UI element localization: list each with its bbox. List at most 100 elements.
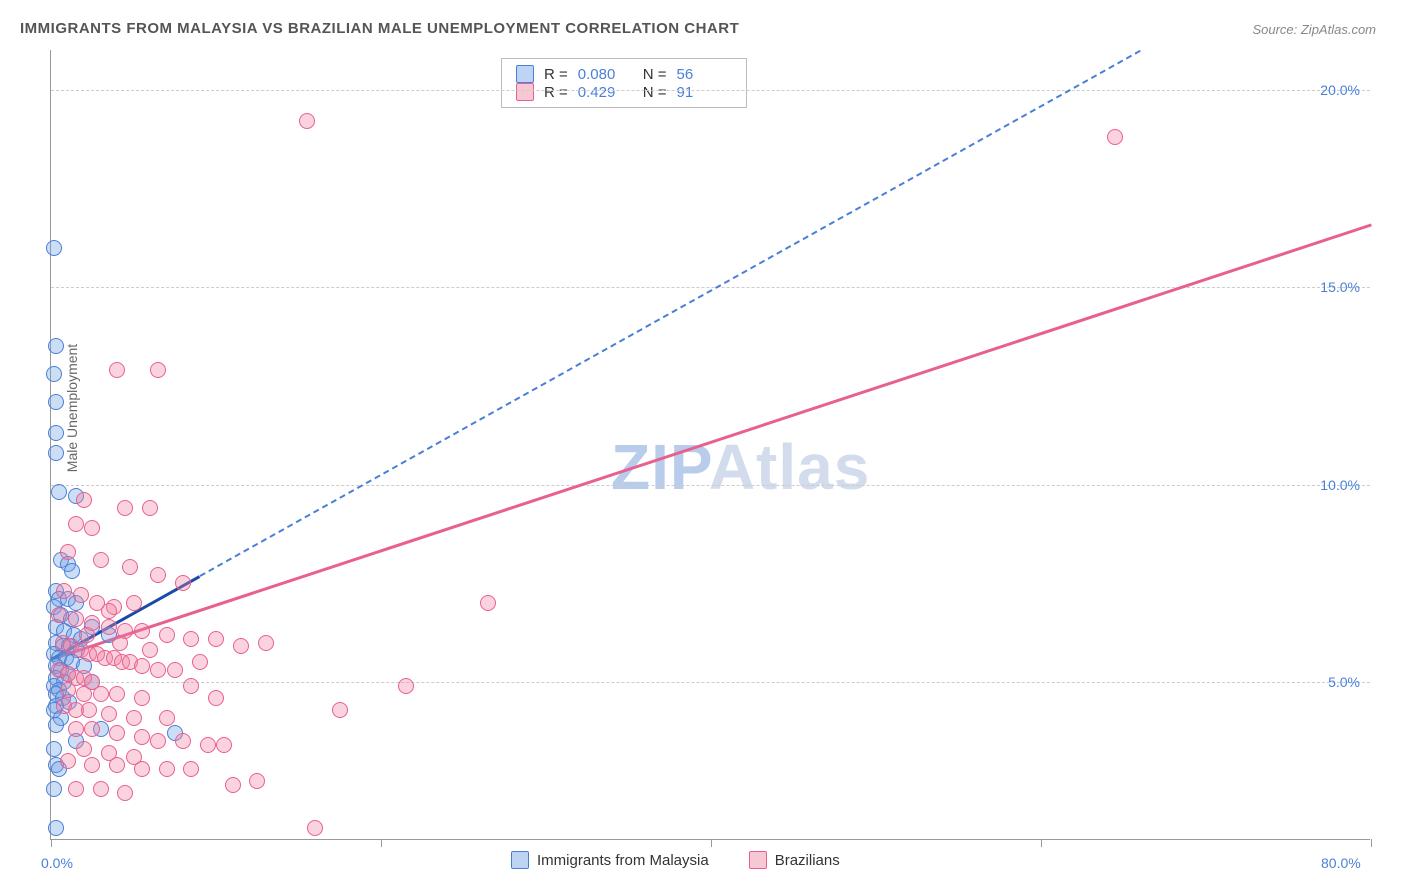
x-tick-mark xyxy=(381,839,382,847)
data-point xyxy=(159,627,175,643)
data-point xyxy=(112,635,128,651)
data-point xyxy=(208,631,224,647)
x-tick-label: 0.0% xyxy=(41,855,73,871)
gridline xyxy=(51,682,1370,683)
data-point xyxy=(68,721,84,737)
data-point xyxy=(60,682,76,698)
data-point xyxy=(76,741,92,757)
data-point xyxy=(307,820,323,836)
data-point xyxy=(200,737,216,753)
data-point xyxy=(183,678,199,694)
data-point xyxy=(84,520,100,536)
data-point xyxy=(150,662,166,678)
data-point xyxy=(126,710,142,726)
data-point xyxy=(1107,129,1123,145)
data-point xyxy=(216,737,232,753)
x-tick-label: 80.0% xyxy=(1321,855,1361,871)
legend-item-malaysia: Immigrants from Malaysia xyxy=(511,851,709,869)
swatch-blue xyxy=(511,851,529,869)
swatch-pink xyxy=(516,83,534,101)
data-point xyxy=(134,761,150,777)
data-point xyxy=(134,690,150,706)
x-tick-mark xyxy=(1371,839,1372,847)
legend-n-label: N = xyxy=(643,84,667,101)
data-point xyxy=(258,635,274,651)
data-point xyxy=(101,706,117,722)
data-point xyxy=(109,686,125,702)
data-point xyxy=(46,366,62,382)
data-point xyxy=(109,725,125,741)
data-point xyxy=(68,781,84,797)
data-point xyxy=(175,575,191,591)
data-point xyxy=(48,394,64,410)
data-point xyxy=(48,425,64,441)
data-point xyxy=(84,757,100,773)
legend-n-label: N = xyxy=(643,66,667,83)
data-point xyxy=(175,733,191,749)
data-point xyxy=(150,362,166,378)
data-point xyxy=(398,678,414,694)
data-point xyxy=(183,631,199,647)
y-tick-label: 20.0% xyxy=(1320,82,1360,98)
data-point xyxy=(56,583,72,599)
data-point xyxy=(208,690,224,706)
legend-label-malaysia: Immigrants from Malaysia xyxy=(537,852,709,869)
data-point xyxy=(68,516,84,532)
data-point xyxy=(480,595,496,611)
scatter-chart: ZIPAtlas R = 0.080 N = 56 R = 0.429 N = … xyxy=(50,50,1370,840)
correlation-legend: R = 0.080 N = 56 R = 0.429 N = 91 xyxy=(501,58,747,108)
data-point xyxy=(142,642,158,658)
data-point xyxy=(64,563,80,579)
data-point xyxy=(84,721,100,737)
data-point xyxy=(142,500,158,516)
data-point xyxy=(122,559,138,575)
data-point xyxy=(48,820,64,836)
data-point xyxy=(93,552,109,568)
legend-label-brazilians: Brazilians xyxy=(775,852,840,869)
legend-row-malaysia: R = 0.080 N = 56 xyxy=(516,65,732,83)
data-point xyxy=(68,611,84,627)
swatch-blue xyxy=(516,65,534,83)
data-point xyxy=(159,710,175,726)
data-point xyxy=(109,757,125,773)
gridline xyxy=(51,90,1370,91)
legend-r-label: R = xyxy=(544,66,568,83)
data-point xyxy=(51,484,67,500)
legend-n-value-malaysia: 56 xyxy=(677,66,732,83)
data-point xyxy=(101,603,117,619)
legend-n-value-brazilians: 91 xyxy=(677,84,732,101)
y-tick-label: 5.0% xyxy=(1328,674,1360,690)
data-point xyxy=(46,240,62,256)
data-point xyxy=(117,500,133,516)
trend-line xyxy=(199,50,1140,577)
data-point xyxy=(192,654,208,670)
data-point xyxy=(126,595,142,611)
data-point xyxy=(167,662,183,678)
data-point xyxy=(48,717,64,733)
data-point xyxy=(51,607,67,623)
legend-r-value-brazilians: 0.429 xyxy=(578,84,633,101)
data-point xyxy=(233,638,249,654)
source-attribution: Source: ZipAtlas.com xyxy=(1252,22,1376,37)
data-point xyxy=(134,623,150,639)
data-point xyxy=(183,761,199,777)
data-point xyxy=(225,777,241,793)
data-point xyxy=(101,619,117,635)
data-point xyxy=(76,492,92,508)
x-tick-mark xyxy=(1041,839,1042,847)
data-point xyxy=(150,733,166,749)
y-tick-label: 10.0% xyxy=(1320,477,1360,493)
data-point xyxy=(81,702,97,718)
swatch-pink xyxy=(749,851,767,869)
legend-item-brazilians: Brazilians xyxy=(749,851,840,869)
data-point xyxy=(299,113,315,129)
watermark: ZIPAtlas xyxy=(611,430,870,504)
legend-r-value-malaysia: 0.080 xyxy=(578,66,633,83)
data-point xyxy=(60,544,76,560)
data-point xyxy=(60,753,76,769)
data-point xyxy=(46,781,62,797)
data-point xyxy=(46,741,62,757)
data-point xyxy=(109,362,125,378)
x-tick-mark xyxy=(711,839,712,847)
series-legend: Immigrants from Malaysia Brazilians xyxy=(511,851,840,869)
